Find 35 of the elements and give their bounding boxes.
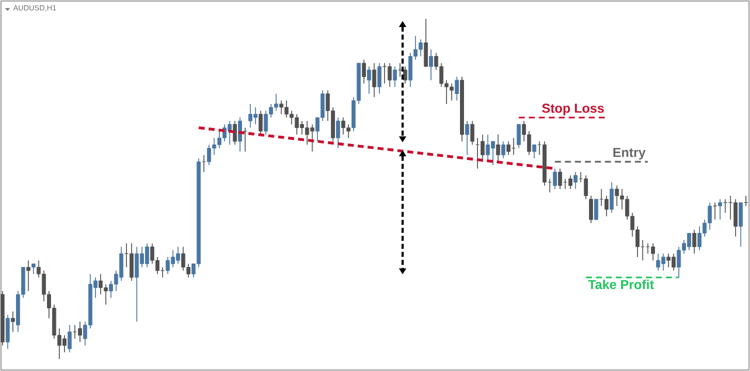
candlestick [589,195,594,224]
candlestick [574,172,578,190]
candlestick [392,66,397,88]
candlestick [32,263,36,274]
candlestick [362,59,366,84]
candlestick [26,260,30,292]
candlestick [377,62,382,94]
series-label: Stop Loss [542,104,604,116]
candlestick [6,314,10,350]
candlestick [738,202,743,248]
series-label: Entry [613,148,646,160]
candlestick [610,182,614,214]
candlestick [718,198,722,220]
candlestick [712,202,717,220]
candlestick [692,229,696,254]
candlestick [594,198,598,220]
candlestick [516,124,521,149]
candlestick [336,117,340,149]
candlestick [552,168,557,190]
candlestick [470,120,474,146]
candlestick [501,140,506,159]
series-label: Take Profit [588,280,654,290]
candlestick [232,120,237,146]
candlestick [367,66,372,94]
candlestick [258,110,263,136]
candlestick [496,134,500,162]
candlestick [68,324,72,353]
candlestick [424,18,428,67]
candlestick [403,66,408,84]
candlestick [372,62,376,98]
candlestick [465,120,470,156]
candlestick [10,310,15,332]
candlestick [429,49,434,81]
candlestick [454,76,459,101]
candlestick [532,144,536,159]
